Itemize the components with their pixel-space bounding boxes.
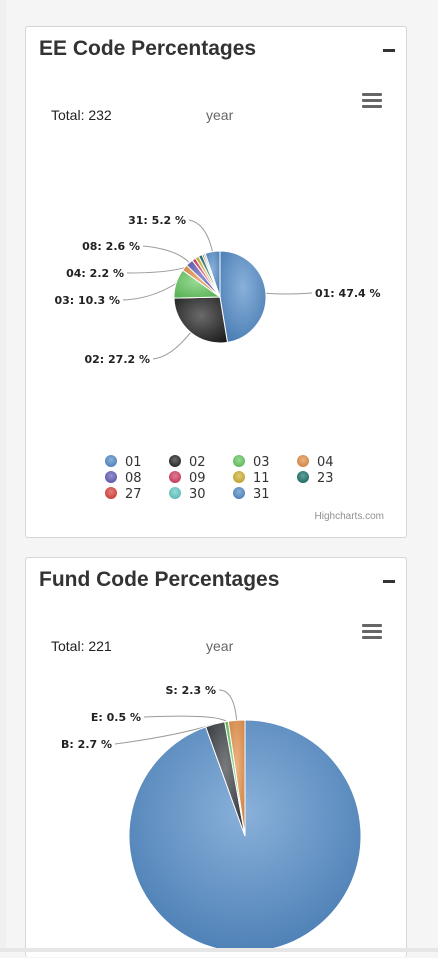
- panel-title: Fund Code Percentages: [39, 568, 280, 591]
- legend-marker-02[interactable]: [169, 455, 181, 467]
- legend-item-03[interactable]: 03: [253, 455, 270, 470]
- pie-slice-01[interactable]: [219, 250, 267, 343]
- pie-slice-31[interactable]: [204, 250, 221, 298]
- legend-item-27[interactable]: 27: [125, 487, 142, 502]
- legend-item-31[interactable]: 31: [253, 487, 270, 502]
- legend-marker-31[interactable]: [233, 487, 245, 499]
- legend-item-08[interactable]: 08: [125, 471, 142, 486]
- legend-marker-08[interactable]: [105, 471, 117, 483]
- data-label-02: 02: 27.2 %: [84, 353, 150, 366]
- legend-item-23[interactable]: 23: [317, 471, 334, 486]
- panel-title: EE Code Percentages: [39, 37, 257, 60]
- year-label: year: [206, 107, 234, 123]
- collapse-minus-icon[interactable]: [382, 41, 396, 57]
- legend-marker-09[interactable]: [169, 471, 181, 483]
- pie-slice-02[interactable]: [173, 296, 229, 344]
- data-label-31: 31: 5.2 %: [128, 214, 186, 227]
- legend-marker-27[interactable]: [105, 487, 117, 499]
- data-label-B: B: 2.7 %: [61, 738, 112, 751]
- data-label-connector: [143, 715, 227, 722]
- collapse-minus-icon[interactable]: [382, 572, 396, 588]
- fund-code-pie-chart: B: 2.7 % E: 0.5 % S: 2.3 %: [61, 684, 362, 953]
- data-label-connector: [152, 332, 192, 360]
- legend-item-09[interactable]: 09: [189, 471, 206, 486]
- legend-item-04[interactable]: 04: [317, 455, 334, 470]
- ee-code-panel: EE Code Percentages Total: 232 year 01: …: [25, 26, 407, 538]
- data-label-03: 03: 10.3 %: [54, 294, 120, 307]
- legend-marker-01[interactable]: [105, 455, 117, 467]
- legend-marker-04[interactable]: [297, 455, 309, 467]
- fund-code-panel: Fund Code Percentages Total: 221 year B:…: [25, 557, 407, 957]
- total-count: Total: 232: [51, 107, 112, 123]
- legend-marker-11[interactable]: [233, 471, 245, 483]
- chart-menu-icon[interactable]: [362, 624, 382, 640]
- data-label-connector: [188, 219, 213, 252]
- total-count: Total: 221: [51, 638, 112, 654]
- data-label-08: 08: 2.6 %: [82, 240, 140, 253]
- ee-code-pie-chart: 01: 47.4 % 02: 27.2 % 03: 10.3 % 04: 2.2 % 0…: [54, 214, 381, 502]
- data-label-01: 01: 47.4 %: [315, 287, 381, 300]
- data-label-E: E: 0.5 %: [91, 711, 141, 724]
- data-label-connector: [142, 245, 190, 264]
- year-label: year: [206, 638, 234, 654]
- legend-item-30[interactable]: 30: [189, 487, 206, 502]
- legend-item-01[interactable]: 01: [125, 455, 142, 470]
- data-label-connector: [218, 689, 238, 721]
- legend-item-11[interactable]: 11: [253, 471, 270, 486]
- legend-marker-23[interactable]: [297, 471, 309, 483]
- bottom-scrollbar: [0, 948, 438, 952]
- chart-menu-icon[interactable]: [362, 93, 382, 109]
- legend-item-02[interactable]: 02: [189, 455, 206, 470]
- pie-slice-S[interactable]: [227, 719, 246, 837]
- highcharts-credits-link[interactable]: Highcharts.com: [314, 511, 384, 522]
- data-label-connector: [126, 267, 185, 274]
- data-label-connector: [265, 292, 313, 295]
- data-label-connector: [122, 283, 177, 301]
- data-label-04: 04: 2.2 %: [66, 267, 124, 280]
- page-left-strip: [0, 0, 6, 952]
- legend-marker-03[interactable]: [233, 455, 245, 467]
- legend-marker-30[interactable]: [169, 487, 181, 499]
- data-label-S: S: 2.3 %: [166, 684, 217, 697]
